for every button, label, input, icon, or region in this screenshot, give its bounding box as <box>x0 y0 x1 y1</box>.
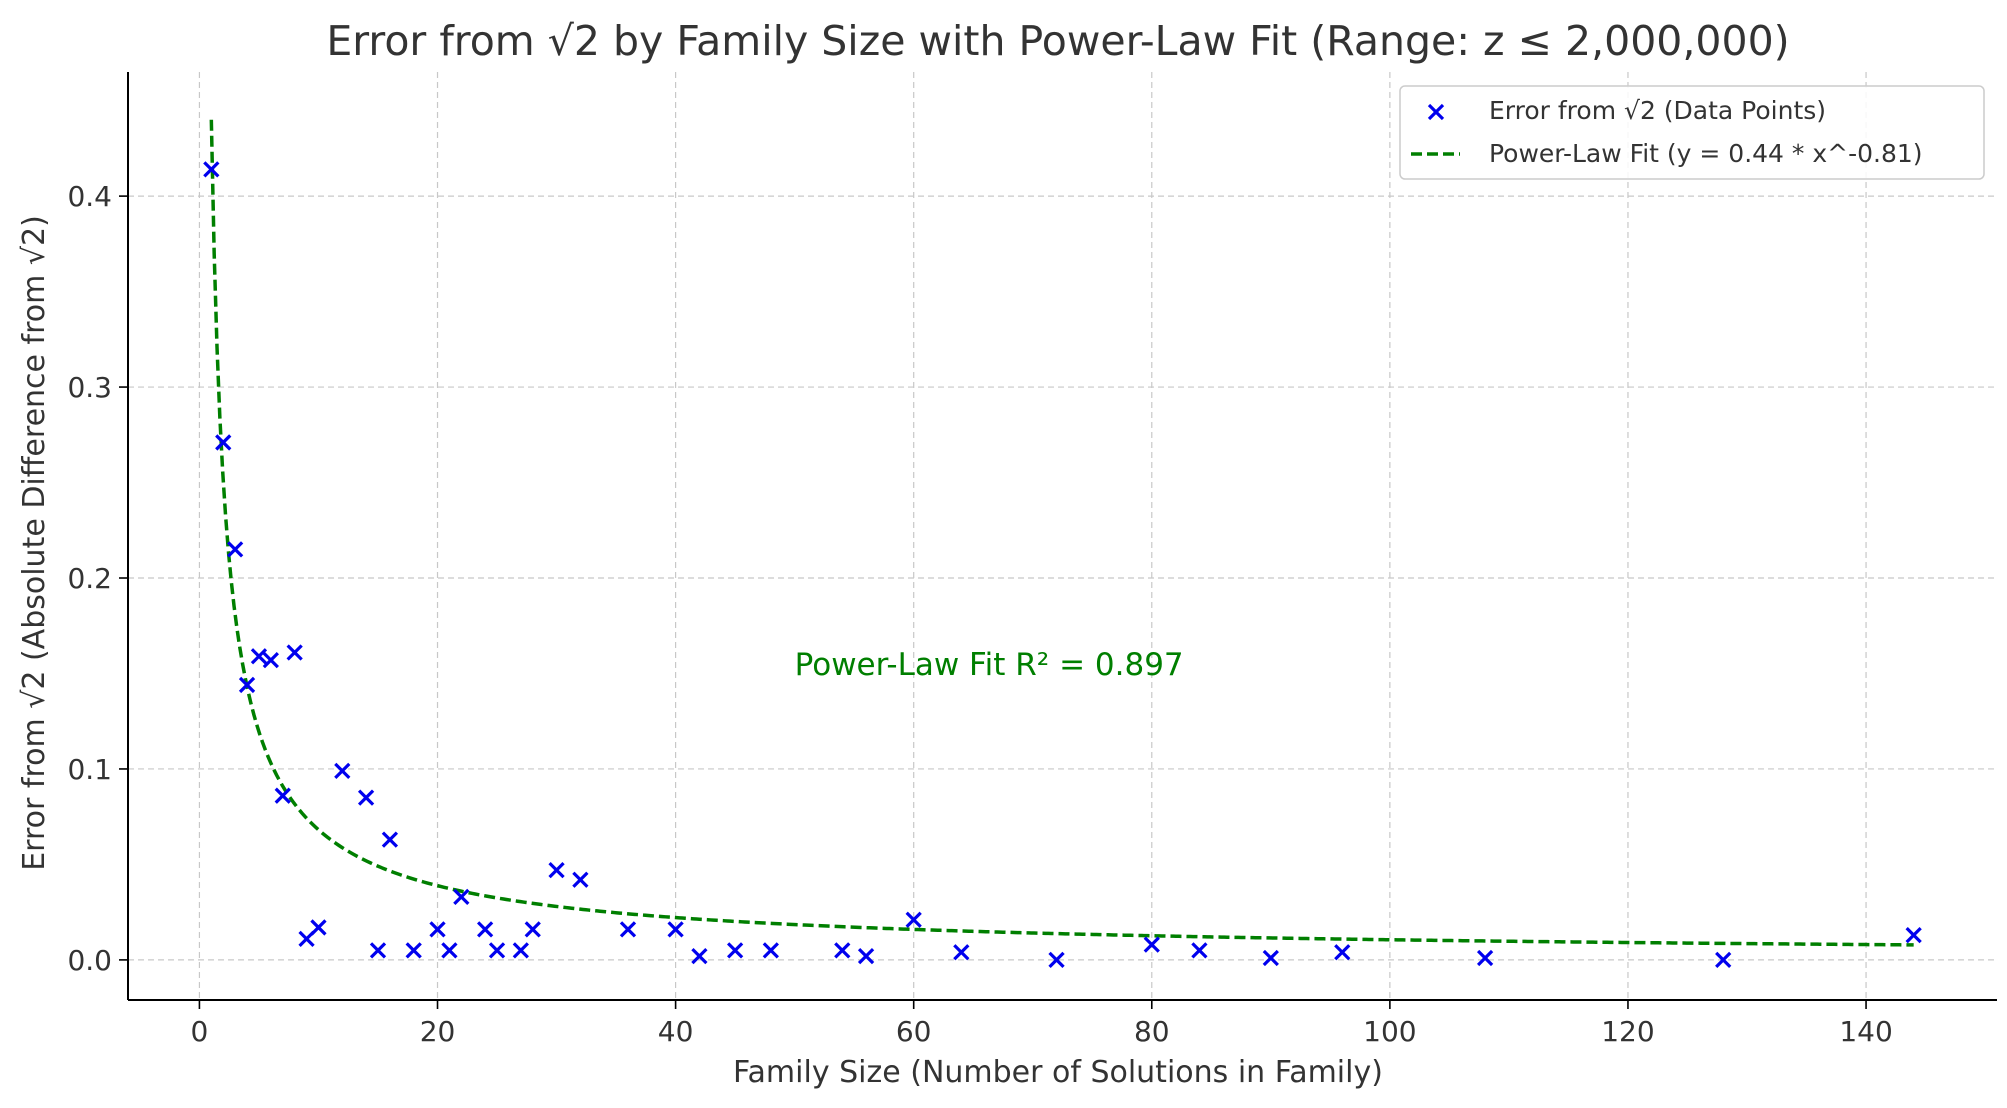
data-point <box>834 942 851 959</box>
x-tick-label: 140 <box>1839 1015 1892 1048</box>
data-point <box>429 921 446 938</box>
data-point <box>369 942 387 959</box>
data-point <box>357 789 375 806</box>
x-tick-label: 80 <box>1134 1015 1170 1048</box>
data-point <box>334 762 351 779</box>
y-tick-label: 0.1 <box>67 753 112 786</box>
legend-marker-x-icon <box>1427 103 1445 121</box>
x-axis-label: Family Size (Number of Solutions in Fami… <box>733 1055 1383 1090</box>
y-tick-label: 0.3 <box>67 371 112 404</box>
data-point <box>691 947 708 965</box>
legend: Error from √2 (Data Points) Power-Law Fi… <box>1399 85 1985 180</box>
legend-label-power-law-fit: Power-Law Fit (y = 0.44 * x^-0.81) <box>1489 139 1923 168</box>
data-point <box>1048 951 1065 969</box>
data-point <box>726 942 744 959</box>
data-point <box>857 947 875 965</box>
y-tick-label: 0.2 <box>67 562 112 595</box>
x-tick-label: 120 <box>1601 1015 1654 1048</box>
data-point <box>262 651 279 669</box>
x-tick-label: 20 <box>420 1015 456 1048</box>
data-point <box>1262 949 1279 967</box>
grid <box>128 72 1997 1000</box>
data-point <box>1143 936 1160 953</box>
data-point <box>274 787 291 804</box>
data-point <box>286 644 303 661</box>
data-point <box>441 942 458 959</box>
legend-box <box>1399 85 1985 180</box>
data-point <box>227 541 244 558</box>
data-point <box>381 831 399 848</box>
y-tick-label: 0.0 <box>67 944 112 977</box>
data-point <box>405 942 422 959</box>
fit-layer <box>209 119 1914 947</box>
data-point <box>477 921 494 938</box>
data-point <box>572 871 589 888</box>
y-ticks: 0.0 0.1 0.2 0.3 0.4 <box>67 180 128 977</box>
data-point <box>238 676 256 694</box>
data-point <box>298 930 315 948</box>
data-point <box>667 921 684 938</box>
data-point <box>512 942 529 959</box>
data-point <box>524 921 541 938</box>
data-point <box>548 862 565 879</box>
data-point <box>1191 942 1208 959</box>
data-point <box>215 434 232 451</box>
legend-label-data-points: Error from √2 (Data Points) <box>1489 96 1826 125</box>
r-squared-annotation: Power-Law Fit R² = 0.897 <box>795 647 1184 683</box>
y-axis-label: Error from √2 (Absolute Difference from … <box>17 215 52 871</box>
data-point <box>762 942 779 959</box>
chart-title: Error from √2 by Family Size with Power-… <box>326 17 1789 65</box>
data-point <box>310 919 327 936</box>
power-law-fit-line <box>209 119 1914 947</box>
data-point <box>1334 944 1351 961</box>
points-layer <box>203 161 1922 969</box>
data-point <box>619 921 637 938</box>
data-point <box>203 161 220 178</box>
data-point <box>953 944 970 961</box>
data-point <box>488 942 506 959</box>
x-tick-label: 40 <box>658 1015 694 1048</box>
x-tick-label: 100 <box>1363 1015 1416 1048</box>
x-tick-label: 0 <box>191 1015 209 1048</box>
y-tick-label: 0.4 <box>67 180 112 213</box>
data-point <box>905 911 922 928</box>
x-ticks: 0 20 40 60 80 100 120 140 <box>191 1000 1893 1048</box>
data-point <box>250 648 268 665</box>
data-point <box>1476 949 1494 967</box>
data-point <box>1905 926 1922 944</box>
x-tick-label: 60 <box>896 1015 932 1048</box>
data-point <box>453 888 470 906</box>
axes <box>127 72 1997 1001</box>
data-point <box>1715 951 1732 969</box>
